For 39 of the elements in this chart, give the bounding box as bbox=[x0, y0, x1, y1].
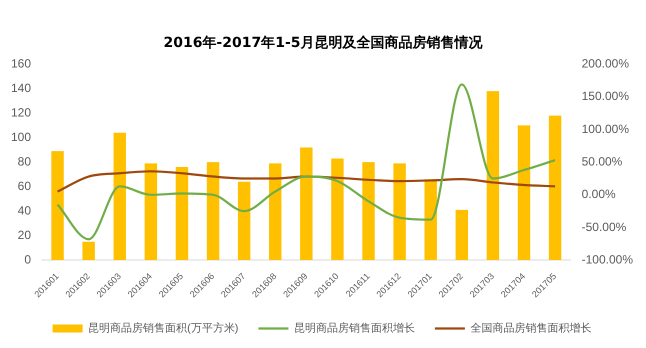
y2-tick-label: 100.00% bbox=[582, 122, 630, 136]
y-tick-label: 140 bbox=[10, 81, 32, 96]
y-tick-label: 100 bbox=[10, 130, 32, 144]
bar bbox=[114, 132, 126, 260]
bar bbox=[486, 91, 500, 260]
bar bbox=[269, 163, 282, 260]
bar bbox=[300, 147, 313, 260]
y2-tick-label: 50.00% bbox=[582, 154, 623, 168]
legend-label: 昆明商品房销售面积增长 bbox=[294, 322, 415, 335]
y2-tick-label: -100.00% bbox=[582, 252, 634, 266]
y-tick-label: 40 bbox=[18, 203, 32, 218]
bar bbox=[393, 163, 406, 260]
y-tick-label: 0 bbox=[24, 252, 32, 266]
bar bbox=[548, 116, 562, 260]
bar bbox=[331, 158, 344, 260]
y-tick-label: 160 bbox=[10, 56, 32, 71]
chart-title: 2016年-2017年1-5月昆明及全国商品房销售情况 bbox=[162, 34, 484, 53]
legend-label: 昆明商品房销售面积(万平方米) bbox=[88, 322, 238, 335]
bar bbox=[176, 167, 188, 260]
bar bbox=[238, 182, 250, 260]
bar bbox=[206, 162, 220, 260]
bar bbox=[362, 162, 375, 260]
y-tick-label: 60 bbox=[18, 178, 32, 193]
legend-label: 全国商品房销售面积增长 bbox=[470, 322, 592, 335]
bar bbox=[51, 151, 64, 260]
y-tick-label: 80 bbox=[18, 154, 32, 168]
y2-tick-label: 200.00% bbox=[582, 56, 630, 71]
bar bbox=[456, 210, 468, 260]
line-series bbox=[56, 170, 556, 193]
y2-tick-label: 0.00% bbox=[582, 187, 616, 202]
line-series bbox=[56, 83, 556, 240]
bar bbox=[424, 179, 437, 260]
bar bbox=[518, 125, 530, 260]
y-tick-label: 120 bbox=[10, 105, 32, 120]
bar bbox=[144, 163, 158, 260]
y2-tick-label: 150.00% bbox=[582, 89, 630, 104]
y-tick-label: 20 bbox=[18, 228, 32, 242]
y2-tick-label: -50.00% bbox=[582, 220, 627, 234]
bar bbox=[82, 242, 95, 260]
